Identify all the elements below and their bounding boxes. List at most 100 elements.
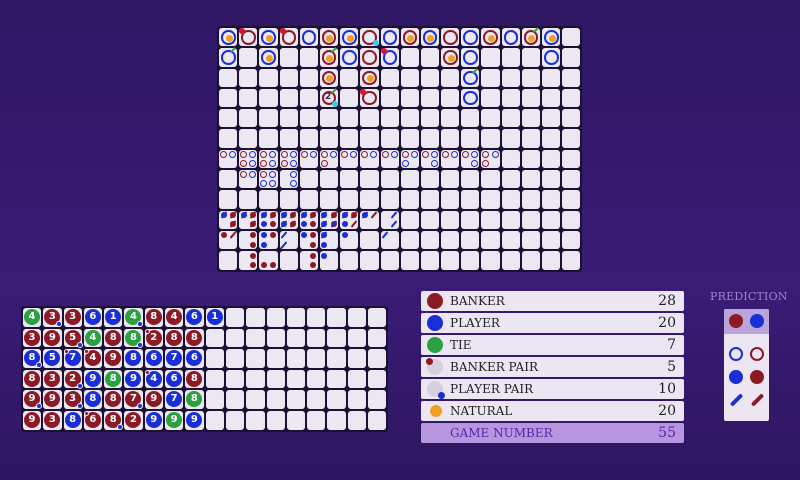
big-eye-mark bbox=[259, 170, 268, 179]
player-bead: 9 bbox=[186, 411, 203, 428]
bead-cell bbox=[368, 390, 387, 409]
stat-label: BANKER bbox=[450, 294, 505, 308]
road-cell bbox=[360, 251, 379, 270]
cockroach-player-icon bbox=[240, 211, 248, 219]
bead-number: 5 bbox=[48, 352, 56, 364]
player-ring-icon bbox=[503, 30, 519, 45]
bead-cell: 4 bbox=[144, 369, 164, 389]
road-cell bbox=[521, 210, 540, 229]
cockroach-mark bbox=[360, 211, 369, 220]
road-cell bbox=[521, 88, 540, 108]
big-eye-mark bbox=[289, 170, 298, 179]
cockroach-player-icon bbox=[390, 211, 398, 219]
banker-prediction-button[interactable] bbox=[729, 314, 743, 328]
road-cell bbox=[279, 170, 298, 189]
bead-cell: 2 bbox=[63, 369, 83, 389]
road-cell bbox=[380, 190, 399, 209]
big-eye-banker-icon bbox=[482, 150, 490, 158]
road-cell bbox=[279, 230, 298, 250]
bead-cell bbox=[327, 410, 346, 430]
cockroach-mark bbox=[280, 231, 289, 240]
statistics-panel: BANKER 28 PLAYER 20 TIE 7 BANKER PAIR 5 PLAY… bbox=[421, 291, 684, 445]
road-cell bbox=[461, 109, 480, 128]
banker-bead: 2 bbox=[125, 411, 142, 428]
bead-number: 8 bbox=[170, 331, 178, 343]
player-bead: 7 bbox=[166, 350, 183, 367]
road-cell bbox=[420, 48, 440, 67]
road-cell bbox=[239, 190, 258, 209]
road-cell bbox=[380, 251, 399, 270]
bead-cell bbox=[347, 308, 367, 327]
road-cell bbox=[481, 48, 500, 67]
bead-cell bbox=[266, 328, 285, 348]
bead-cell: 3 bbox=[43, 410, 62, 430]
small-road-banker-icon bbox=[220, 232, 227, 239]
big-eye-player-icon bbox=[309, 150, 317, 158]
bead-cell bbox=[307, 349, 326, 368]
road-cell bbox=[239, 88, 258, 108]
big-eye-banker-icon bbox=[240, 150, 248, 158]
player-prediction-button[interactable] bbox=[750, 314, 764, 328]
road-cell bbox=[340, 230, 359, 250]
road-cell bbox=[400, 210, 419, 229]
road-cell bbox=[562, 48, 581, 67]
road-cell bbox=[239, 68, 258, 87]
big-eye-mark bbox=[268, 179, 277, 188]
road-cell bbox=[340, 251, 359, 270]
bead-number: 4 bbox=[28, 311, 36, 322]
tie-bead: 8 bbox=[125, 329, 144, 348]
big-eye-mark bbox=[360, 150, 369, 159]
big-road-cell bbox=[219, 28, 238, 47]
bead-number: 8 bbox=[109, 393, 117, 405]
road-cell bbox=[481, 68, 500, 87]
stat-banker-pair: BANKER PAIR 5 bbox=[421, 357, 684, 377]
bead-cell bbox=[327, 390, 346, 409]
player-ring-icon bbox=[342, 50, 357, 65]
big-eye-mark bbox=[430, 159, 439, 168]
natural-dot-icon bbox=[326, 34, 334, 42]
road-cell bbox=[299, 190, 318, 209]
banker-ring-icon bbox=[362, 70, 377, 86]
road-cell bbox=[299, 170, 318, 189]
bead-cell: 4 bbox=[83, 328, 103, 348]
big-eye-player-ring-icon bbox=[729, 347, 743, 361]
bead-number: 3 bbox=[48, 372, 56, 384]
road-cell bbox=[239, 251, 258, 270]
small-road-mark bbox=[309, 251, 318, 260]
banker-ring-icon bbox=[362, 50, 377, 65]
bead-number: 9 bbox=[28, 413, 36, 425]
road-cell bbox=[279, 68, 298, 87]
big-eye-mark bbox=[340, 150, 349, 159]
road-cell bbox=[562, 68, 581, 87]
cockroach-mark bbox=[340, 211, 349, 220]
road-cell bbox=[542, 230, 561, 250]
road-cell bbox=[319, 149, 339, 169]
stat-value: 55 bbox=[658, 425, 676, 441]
small-road-mark bbox=[320, 251, 329, 260]
bead-cell: 4 bbox=[23, 308, 42, 327]
road-cell bbox=[319, 170, 339, 189]
banker-ring-icon bbox=[523, 30, 539, 45]
big-eye-player-icon bbox=[249, 150, 257, 158]
player-bead: 8 bbox=[125, 350, 142, 367]
bead-number: 9 bbox=[28, 393, 36, 405]
bead-cell: 6 bbox=[185, 349, 204, 368]
bead-cell bbox=[327, 328, 346, 348]
small-road-mark bbox=[268, 220, 277, 229]
small-road-player-icon bbox=[321, 252, 328, 259]
cockroach-player-slash-icon bbox=[729, 393, 744, 407]
big-eye-mark bbox=[401, 159, 410, 168]
stat-label: TIE bbox=[450, 338, 472, 352]
bead-cell bbox=[266, 410, 285, 430]
bead-cell: 9 bbox=[185, 410, 204, 430]
road-cell bbox=[542, 109, 561, 128]
player-bead: 4 bbox=[144, 369, 162, 387]
bead-cell bbox=[327, 369, 346, 389]
stat-banker: BANKER 28 bbox=[421, 291, 684, 311]
cockroach-player-icon bbox=[381, 231, 389, 240]
cockroach-mark bbox=[390, 220, 399, 229]
road-cell bbox=[360, 149, 379, 169]
small-road-mark bbox=[259, 231, 268, 240]
small-road-banker-icon bbox=[269, 232, 276, 239]
road-cell bbox=[461, 251, 480, 270]
